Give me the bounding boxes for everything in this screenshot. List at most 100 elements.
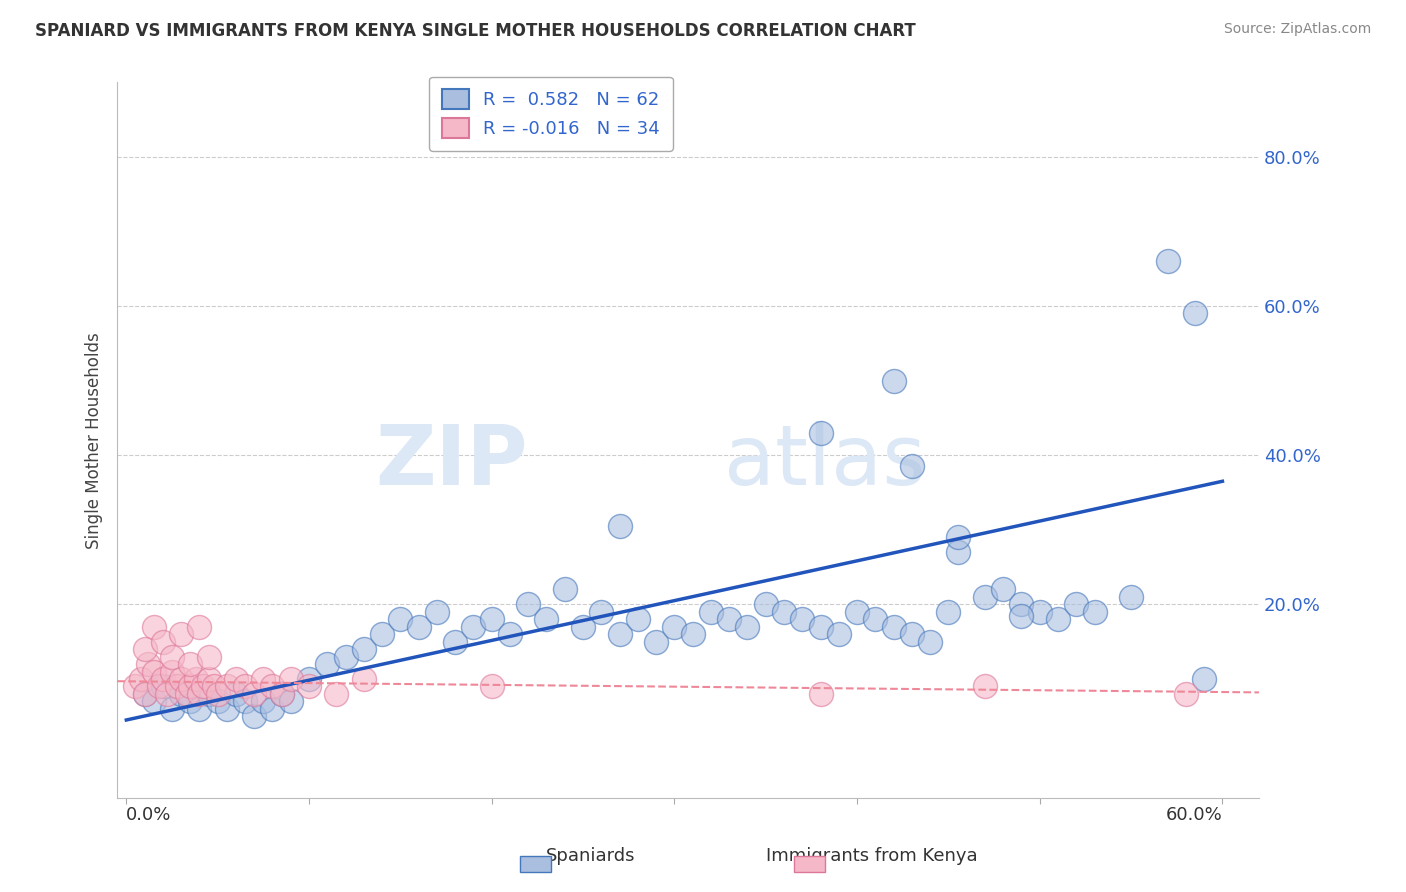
Point <box>1046 612 1069 626</box>
Point <box>920 634 942 648</box>
Text: Spaniards: Spaniards <box>546 847 636 865</box>
Point <box>148 680 170 694</box>
Point <box>609 627 631 641</box>
Point <box>1011 598 1033 612</box>
Point <box>901 459 924 474</box>
Point <box>993 582 1015 597</box>
Point <box>737 620 759 634</box>
Point <box>142 620 165 634</box>
Point <box>134 687 156 701</box>
Point <box>215 680 238 694</box>
Point <box>481 612 503 626</box>
Point <box>152 680 174 694</box>
Point <box>883 374 905 388</box>
Point <box>243 687 266 701</box>
Y-axis label: Single Mother Households: Single Mother Households <box>86 332 103 549</box>
Point <box>188 702 211 716</box>
Point <box>810 620 832 634</box>
Point <box>645 634 668 648</box>
Point <box>188 620 211 634</box>
Point <box>974 590 997 604</box>
Point <box>1011 608 1033 623</box>
Text: atlas: atlas <box>724 421 927 502</box>
Point <box>129 672 152 686</box>
Point <box>215 702 238 716</box>
Point <box>170 687 193 701</box>
Text: SPANIARD VS IMMIGRANTS FROM KENYA SINGLE MOTHER HOUSEHOLDS CORRELATION CHART: SPANIARD VS IMMIGRANTS FROM KENYA SINGLE… <box>35 22 915 40</box>
Point <box>184 672 207 686</box>
Point <box>233 694 256 708</box>
Point <box>179 694 201 708</box>
Point <box>155 687 177 701</box>
Point <box>938 605 960 619</box>
Point <box>134 642 156 657</box>
Point <box>270 687 292 701</box>
Point <box>298 672 321 686</box>
Point <box>170 672 193 686</box>
Point <box>700 605 723 619</box>
Point <box>883 620 905 634</box>
Text: Source: ZipAtlas.com: Source: ZipAtlas.com <box>1223 22 1371 37</box>
Point <box>572 620 595 634</box>
Point <box>142 665 165 679</box>
Text: 0.0%: 0.0% <box>127 805 172 824</box>
Point <box>1029 605 1052 619</box>
Point <box>280 694 302 708</box>
Point <box>718 612 741 626</box>
Point <box>1119 590 1142 604</box>
Point <box>191 680 214 694</box>
Point <box>792 612 814 626</box>
Point <box>225 672 247 686</box>
Point <box>160 702 183 716</box>
Point <box>298 680 321 694</box>
Point <box>335 649 357 664</box>
Point <box>170 627 193 641</box>
Point <box>554 582 576 597</box>
Point <box>188 687 211 701</box>
Point <box>243 709 266 723</box>
Point <box>664 620 686 634</box>
Point <box>179 680 201 694</box>
Point <box>160 665 183 679</box>
Point <box>202 680 225 694</box>
Point <box>974 680 997 694</box>
Point <box>1156 254 1178 268</box>
Point <box>426 605 449 619</box>
Point <box>262 702 284 716</box>
Point <box>463 620 485 634</box>
Point <box>755 598 778 612</box>
Point <box>152 634 174 648</box>
Point <box>176 687 198 701</box>
Point <box>536 612 558 626</box>
Text: Immigrants from Kenya: Immigrants from Kenya <box>766 847 977 865</box>
Text: 60.0%: 60.0% <box>1166 805 1222 824</box>
Point <box>225 687 247 701</box>
Point <box>1192 672 1215 686</box>
Point <box>262 680 284 694</box>
Point <box>828 627 851 641</box>
Point <box>353 672 375 686</box>
Point <box>124 680 146 694</box>
Point <box>1064 598 1087 612</box>
Point <box>865 612 887 626</box>
Point <box>316 657 339 671</box>
Point <box>946 545 969 559</box>
Point <box>627 612 650 626</box>
Point <box>682 627 704 641</box>
Point <box>152 672 174 686</box>
Point <box>280 672 302 686</box>
Point <box>1174 687 1197 701</box>
Legend: R =  0.582   N = 62, R = -0.016   N = 34: R = 0.582 N = 62, R = -0.016 N = 34 <box>429 77 673 151</box>
Point <box>197 649 219 664</box>
Point <box>444 634 467 648</box>
Point <box>481 680 503 694</box>
Point <box>160 649 183 664</box>
Point <box>499 627 522 641</box>
Point <box>142 694 165 708</box>
Point <box>197 687 219 701</box>
Point <box>371 627 394 641</box>
Point <box>233 680 256 694</box>
Point <box>591 605 613 619</box>
Point <box>179 657 201 671</box>
Point <box>810 425 832 440</box>
